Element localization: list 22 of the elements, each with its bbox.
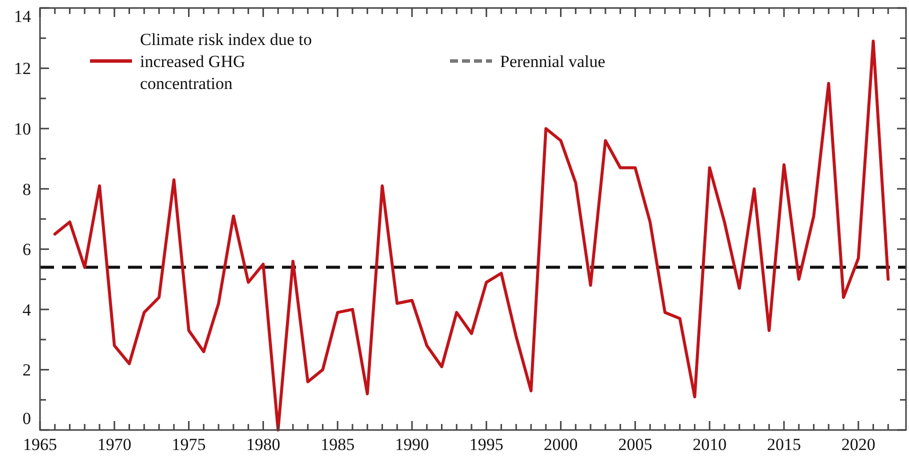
x-tick-label: 1990 xyxy=(394,435,429,454)
legend-label: Climate risk index due to increased GHG concentration xyxy=(140,30,312,93)
x-tick-label: 1975 xyxy=(172,435,206,454)
ref-line-label: Perennial value xyxy=(500,52,606,71)
x-tick-label: 2020 xyxy=(841,435,876,454)
x-tick-label: 1970 xyxy=(97,435,132,454)
y-tick-label: 14 xyxy=(14,6,32,26)
y-tick-label: 2 xyxy=(22,360,31,380)
y-tick-label: 6 xyxy=(22,240,31,260)
x-tick-label: 2005 xyxy=(618,435,652,454)
y-tick-label: 12 xyxy=(14,59,31,78)
x-tick-label: 1980 xyxy=(246,435,280,454)
x-tick-label: 1965 xyxy=(23,435,57,454)
x-tick-label: 2000 xyxy=(544,435,578,454)
x-tick-label: 2010 xyxy=(692,435,727,454)
y-tick-label: 10 xyxy=(14,120,31,139)
x-tick-label: 1985 xyxy=(320,435,355,454)
y-tick-label: 0 xyxy=(22,408,31,428)
x-tick-label: 2015 xyxy=(766,435,801,454)
y-tick-label: 4 xyxy=(22,300,32,320)
x-tick-label: 1995 xyxy=(469,435,504,454)
y-tick-label: 8 xyxy=(22,180,31,199)
